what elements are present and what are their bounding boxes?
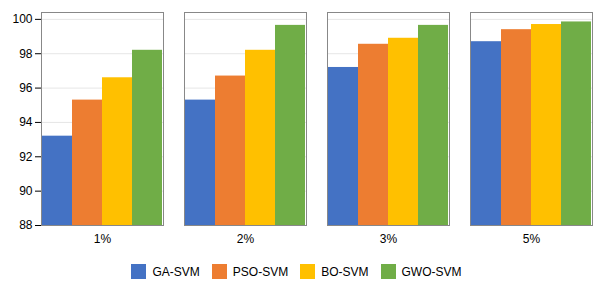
svg-text:94: 94 — [19, 115, 33, 129]
html-text:GA-SVM: GA-SVM — [152, 264, 200, 279]
svg-text:1%: 1% — [94, 232, 112, 246]
svg-text:96: 96 — [19, 81, 33, 95]
svg-text:88: 88 — [19, 218, 33, 232]
svg-text:90: 90 — [19, 184, 33, 198]
svg-text:3%: 3% — [380, 232, 398, 246]
svg-text:2%: 2% — [237, 232, 255, 246]
svg-text:5%: 5% — [523, 232, 541, 246]
svg-text:92: 92 — [19, 150, 33, 164]
svg-text:100: 100 — [12, 12, 32, 26]
html-text:PSO-SVM: PSO-SVM — [232, 264, 289, 279]
html-text:BO-SVM: BO-SVM — [321, 264, 369, 279]
html-text:GWO-SVM: GWO-SVM — [401, 264, 462, 279]
svg-text:98: 98 — [19, 47, 33, 61]
